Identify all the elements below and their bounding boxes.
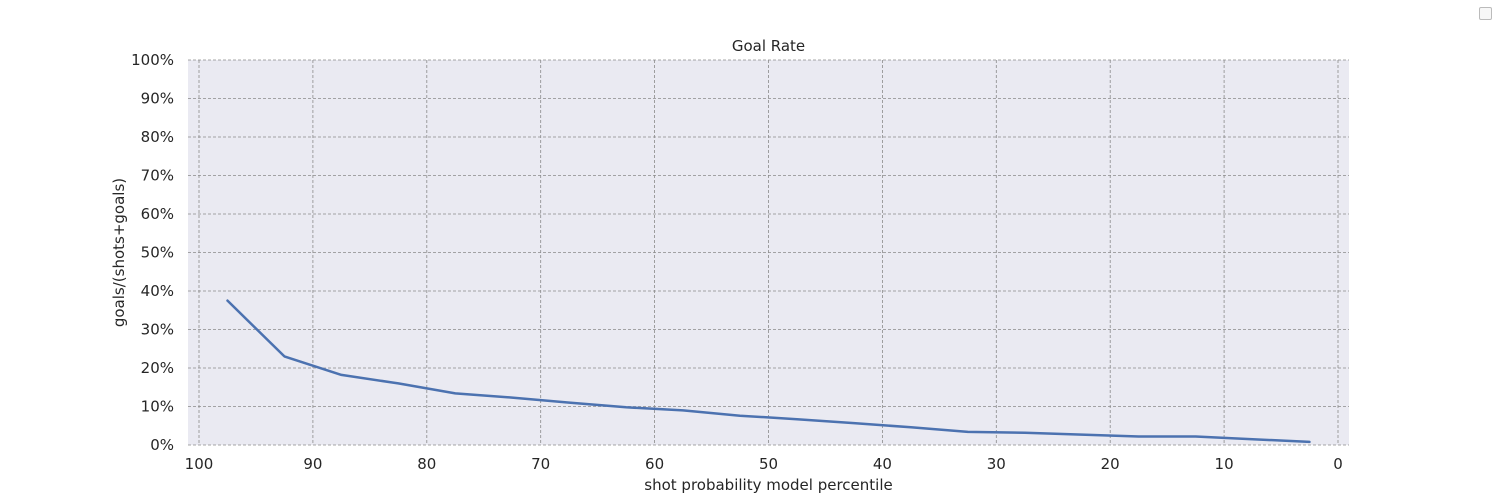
y-tick-label: 80% bbox=[141, 128, 174, 146]
grid-lines bbox=[188, 59, 1349, 446]
legend-box[interactable] bbox=[1479, 7, 1492, 20]
y-tick-label: 70% bbox=[141, 167, 174, 185]
series-group bbox=[226, 299, 1311, 444]
y-tick-labels: 0% 10% 20% 30% 40% 50% 60% 70% 80% 90% 100% bbox=[131, 51, 174, 454]
x-tick-label: 100 bbox=[185, 455, 214, 473]
x-tick-label: 30 bbox=[987, 455, 1006, 473]
y-tick-label: 50% bbox=[141, 244, 174, 262]
series-line bbox=[226, 299, 1311, 444]
y-tick-label: 90% bbox=[141, 90, 174, 108]
x-tick-label: 90 bbox=[303, 455, 322, 473]
x-tick-label: 0 bbox=[1333, 455, 1343, 473]
y-tick-label: 100% bbox=[131, 51, 174, 69]
x-tick-labels: 100 90 80 70 60 50 40 30 20 10 0 bbox=[185, 455, 1343, 473]
x-axis-label: shot probability model percentile bbox=[644, 476, 892, 494]
y-tick-label: 40% bbox=[141, 282, 174, 300]
chart-title: Goal Rate bbox=[732, 37, 805, 55]
x-tick-label: 60 bbox=[645, 455, 664, 473]
y-tick-label: 10% bbox=[141, 398, 174, 416]
x-tick-label: 40 bbox=[873, 455, 892, 473]
x-tick-label: 80 bbox=[417, 455, 436, 473]
x-tick-label: 50 bbox=[759, 455, 778, 473]
y-tick-label: 60% bbox=[141, 205, 174, 223]
x-tick-label: 20 bbox=[1101, 455, 1120, 473]
y-tick-label: 20% bbox=[141, 359, 174, 377]
x-tick-label: 70 bbox=[531, 455, 550, 473]
y-tick-label: 0% bbox=[150, 436, 174, 454]
x-tick-label: 10 bbox=[1215, 455, 1234, 473]
y-tick-label: 30% bbox=[141, 321, 174, 339]
y-axis-label: goals/(shots+goals) bbox=[110, 178, 128, 327]
